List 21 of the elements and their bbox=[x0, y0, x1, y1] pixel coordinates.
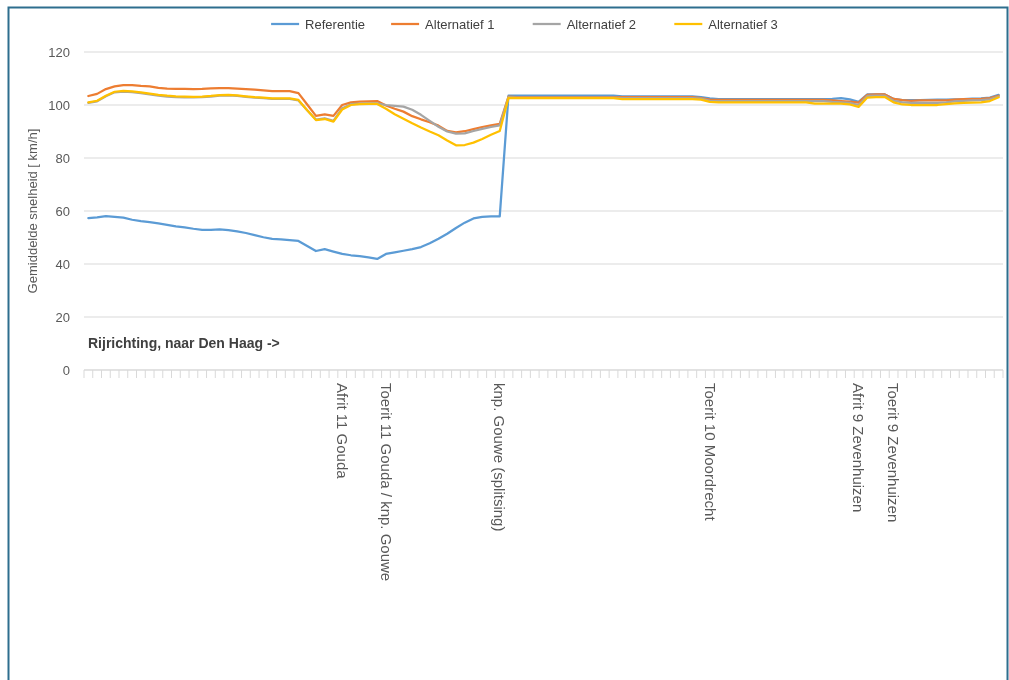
y-tick-label: 60 bbox=[55, 203, 70, 219]
line-series bbox=[87, 89, 1000, 147]
line-series bbox=[87, 93, 1000, 261]
y-tick-label: 20 bbox=[55, 309, 70, 325]
x-tick-label: Afrit 11 Gouda bbox=[333, 383, 351, 480]
y-tick-label: 100 bbox=[48, 97, 70, 113]
annotation: Rijrichting, naar Den Haag -> bbox=[88, 335, 280, 351]
legend-label: Alternatief 2 bbox=[566, 16, 637, 32]
x-tick-label: Toerit 10 Moordrecht bbox=[701, 383, 719, 522]
legend-label: Alternatief 3 bbox=[708, 16, 778, 32]
y-tick-label: 40 bbox=[55, 256, 70, 272]
y-tick-label: 0 bbox=[62, 362, 70, 378]
x-tick-label: Afrit 9 Zevenhuizen bbox=[850, 383, 868, 513]
legend-label: Referentie bbox=[305, 16, 366, 32]
y-axis-title: Gemiddelde snelheid [ km/h] bbox=[25, 128, 40, 294]
legend-label: Alternatief 1 bbox=[425, 16, 495, 32]
x-tick-label: Toerit 9 Zevenhuizen bbox=[885, 383, 903, 523]
y-tick-label: 80 bbox=[55, 150, 70, 166]
y-tick-label: 120 bbox=[48, 44, 70, 60]
x-tick-label: knp. Gouwe (splitsing) bbox=[491, 383, 509, 532]
x-tick-label: Toerit 11 Gouda / knp. Gouwe bbox=[377, 383, 395, 582]
